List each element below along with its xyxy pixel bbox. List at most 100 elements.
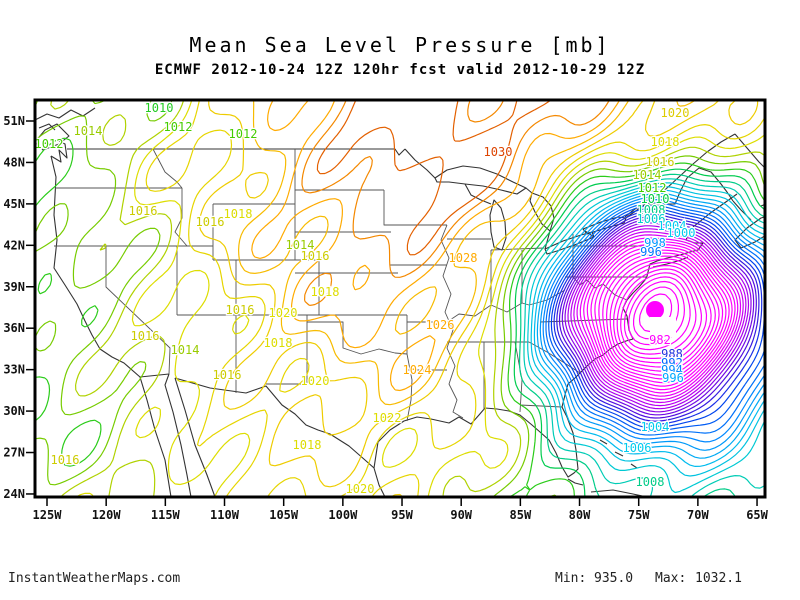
axis-labels: 51N 48N 45N 42N 39N 36N 33N 30N 27N 24N 125W 120W 11… xyxy=(3,114,768,522)
contour-label-1016: 1016 xyxy=(51,453,80,467)
max-pressure-label: Max: xyxy=(655,571,687,586)
hurricane-center xyxy=(646,301,664,319)
contour-label-1016: 1016 xyxy=(213,368,242,382)
lat-tick-label: 45N xyxy=(3,197,25,211)
contour-1020mb xyxy=(145,100,765,497)
lon-tick-label: 100W xyxy=(328,508,358,522)
contour-988mb xyxy=(550,207,765,429)
contour-1006mb xyxy=(523,178,765,497)
contour-1018mb xyxy=(75,100,765,497)
lat-tick-label: 51N xyxy=(3,114,25,128)
contour-label-1014: 1014 xyxy=(286,238,315,252)
contour-label-1016: 1016 xyxy=(301,249,330,263)
lon-tick-label: 70W xyxy=(687,508,709,522)
contour-label-1016: 1016 xyxy=(196,215,225,229)
contour-1010mb xyxy=(513,168,765,497)
map-title: Mean Sea Level Pressure [mb] xyxy=(189,33,611,57)
contour-label-1010: 1010 xyxy=(641,192,670,206)
contour-label-1012: 1012 xyxy=(164,120,193,134)
lon-tick-label: 85W xyxy=(510,508,532,522)
contour-960mb xyxy=(594,249,727,384)
contour-label-996: 996 xyxy=(662,371,684,385)
lon-tick-label: 110W xyxy=(210,508,240,522)
contour-978mb xyxy=(564,222,752,413)
contour-label-1030: 1030 xyxy=(484,145,513,159)
contour-label-1014: 1014 xyxy=(171,343,200,357)
lon-tick-label: 115W xyxy=(151,508,181,522)
lat-tick-label: 42N xyxy=(3,238,25,252)
contour-label-1012: 1012 xyxy=(229,127,258,141)
contour-948mb xyxy=(616,268,702,359)
contour-1030mb xyxy=(316,100,552,256)
contour-label-1008: 1008 xyxy=(636,475,665,489)
contour-label-1018: 1018 xyxy=(651,135,680,149)
max-pressure-value: 1032.1 xyxy=(695,571,742,586)
contour-1008mb xyxy=(519,173,765,497)
lon-tick-label: 75W xyxy=(628,508,650,522)
contour-1002mb xyxy=(530,186,765,477)
contour-998mb xyxy=(536,192,765,459)
contour-label-1004: 1004 xyxy=(641,420,670,434)
contour-1022mb xyxy=(199,100,759,497)
lon-tick-label: 80W xyxy=(569,508,591,522)
contour-label-1020: 1020 xyxy=(661,106,690,120)
contour-label-1018: 1018 xyxy=(224,207,253,221)
lon-tick-label: 105W xyxy=(269,508,299,522)
contour-962mb xyxy=(590,246,730,387)
contour-label-1008: 1008 xyxy=(637,203,666,217)
contour-942mb xyxy=(628,280,685,346)
contour-label-1016: 1016 xyxy=(129,204,158,218)
contour-label-1020: 1020 xyxy=(269,306,298,320)
contour-label-1020: 1020 xyxy=(346,482,375,496)
contour-label-1026: 1026 xyxy=(426,318,455,332)
contour-label-1012: 1012 xyxy=(638,181,667,195)
contour-964mb xyxy=(586,243,733,391)
lon-tick-label: 120W xyxy=(92,508,122,522)
contour-950mb xyxy=(613,264,708,364)
contour-label-1018: 1018 xyxy=(293,438,322,452)
lat-tick-label: 24N xyxy=(3,487,25,501)
contour-994mb xyxy=(542,199,765,443)
contour-952mb xyxy=(609,261,712,368)
map-frame xyxy=(33,98,767,499)
lon-tick-label: 90W xyxy=(450,508,472,522)
map-subtitle: ECMWF 2012-10-24 12Z 120hr fcst valid 20… xyxy=(154,62,646,78)
contour-label-1014: 1014 xyxy=(633,168,662,182)
min-marker-box xyxy=(650,317,676,337)
contour-label-1018: 1018 xyxy=(311,285,340,299)
axis-ticks xyxy=(26,120,758,506)
contour-label-992: 992 xyxy=(661,356,683,370)
contour-1024mb xyxy=(238,100,696,406)
lat-tick-label: 48N xyxy=(3,155,25,169)
contour-label-1014: 1014 xyxy=(74,124,103,138)
contour-label-1010: 1010 xyxy=(145,101,174,115)
contour-label-1018: 1018 xyxy=(264,336,293,350)
min-pressure-value: 935.0 xyxy=(594,571,634,586)
contour-956mb xyxy=(602,255,720,376)
contour-954mb xyxy=(606,258,716,372)
contour-972mb xyxy=(573,231,744,404)
contour-label-994: 994 xyxy=(661,363,683,377)
contour-970mb xyxy=(576,234,742,400)
contour-938mb xyxy=(638,293,673,333)
contour-label-1006: 1006 xyxy=(623,441,652,455)
contour-label-1000: 1000 xyxy=(667,226,696,240)
contour-label-1024: 1024 xyxy=(403,363,432,377)
contour-label-988: 988 xyxy=(661,347,683,361)
contour-992mb xyxy=(545,202,765,436)
contour-966mb xyxy=(583,240,736,394)
contour-label-1016: 1016 xyxy=(646,155,675,169)
contour-1016mb xyxy=(50,100,765,497)
contour-1026mb xyxy=(251,100,621,392)
contour-label-1016: 1016 xyxy=(131,329,160,343)
lat-tick-label: 39N xyxy=(3,280,25,294)
contour-982mb xyxy=(558,216,757,419)
contour-label-1016: 1016 xyxy=(226,303,255,317)
contour-986mb xyxy=(553,210,763,426)
contour-label-982: 982 xyxy=(649,333,671,347)
pressure-contours-layer xyxy=(35,100,765,497)
contour-976mb xyxy=(567,225,750,410)
